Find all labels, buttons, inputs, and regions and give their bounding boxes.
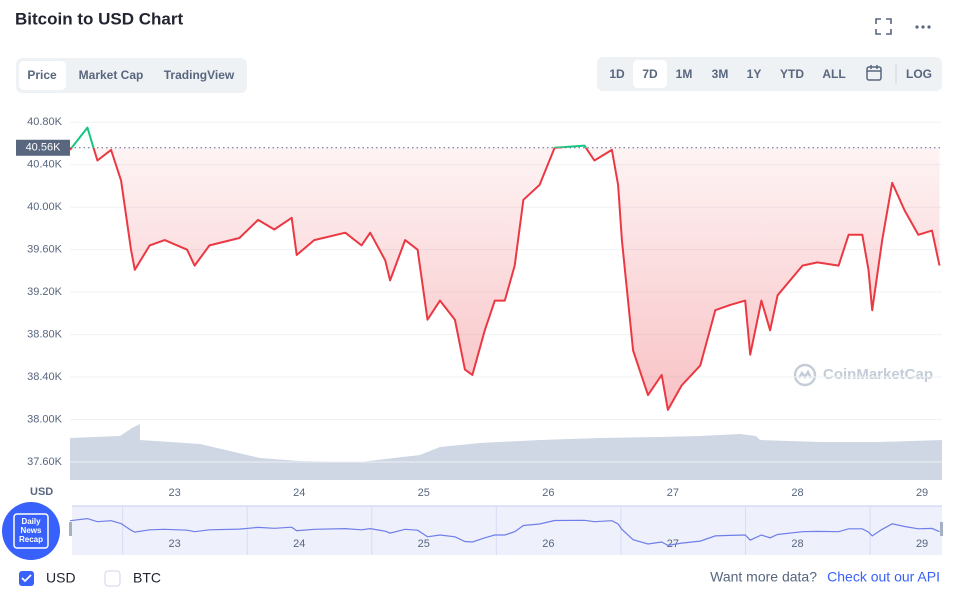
y-tick-label: 38.80K (27, 328, 63, 340)
y-tick-label: 38.00K (27, 413, 63, 425)
navigator-label: 27 (667, 538, 679, 550)
y-unit: USD (30, 486, 53, 498)
tab-group (16, 58, 247, 93)
current-price-label: 40.56K (26, 142, 62, 154)
navigator-label: 26 (542, 538, 554, 550)
badge-frame (13, 513, 49, 549)
y-tick-label: 40.80K (27, 116, 63, 128)
option-label: BTC (133, 570, 161, 586)
tab-selected (19, 61, 66, 90)
badge-text: Daily (21, 517, 41, 526)
area (70, 147, 940, 410)
tab[interactable]: Market Cap (79, 68, 144, 82)
navigator-label: 25 (418, 538, 430, 550)
range-button[interactable]: 1M (676, 67, 693, 81)
navigator-label: 29 (916, 538, 928, 550)
navigator-label: 28 (791, 538, 803, 550)
y-tick-label: 38.40K (27, 371, 63, 383)
x-tick-label: 24 (293, 487, 305, 499)
y-tick-label: 39.20K (27, 286, 63, 298)
watermark-logo (793, 363, 817, 387)
range-button[interactable]: 7D (642, 67, 658, 81)
range-button[interactable]: 1Y (747, 67, 762, 81)
range-button[interactable]: LOG (906, 67, 932, 81)
navigator[interactable] (72, 506, 942, 555)
fullscreen-icon[interactable] (875, 18, 892, 35)
chart-title: Bitcoin to USD Chart (15, 9, 183, 28)
watermark: CoinMarketCap (823, 366, 933, 383)
option-label: USD (46, 570, 76, 586)
y-tick-label: 40.00K (27, 201, 63, 213)
badge-text: News (21, 526, 42, 535)
y-tick-label: 39.60K (27, 244, 63, 256)
check-icon (21, 574, 32, 583)
range-button[interactable]: 3M (712, 67, 729, 81)
calendar-icon[interactable] (866, 65, 882, 81)
navigator-handle[interactable] (940, 522, 943, 536)
navigator-label: 24 (293, 538, 305, 550)
x-tick-label: 28 (791, 487, 803, 499)
more-icon[interactable] (915, 25, 931, 29)
range-button[interactable]: 1D (609, 67, 625, 81)
price-line (69, 147, 941, 411)
news-badge[interactable] (2, 502, 60, 560)
range-group (597, 57, 942, 91)
x-tick-label: 25 (418, 487, 430, 499)
prompt: Want more data? (710, 569, 817, 585)
tab[interactable]: Price (27, 68, 57, 82)
range-button[interactable]: YTD (780, 67, 804, 81)
navigator-line (69, 517, 940, 547)
x-tick-label: 23 (169, 487, 181, 499)
x-tick-label: 29 (916, 487, 928, 499)
checkbox[interactable] (104, 570, 121, 587)
badge-text: Recap (19, 535, 43, 544)
x-tick-label: 26 (542, 487, 554, 499)
y-tick-label: 40.40K (27, 159, 63, 171)
tab[interactable]: TradingView (164, 68, 235, 82)
navigator-handle[interactable] (69, 522, 72, 536)
volume-area (70, 424, 942, 480)
api-link[interactable]: Check out our API (827, 569, 940, 585)
range-selected (633, 60, 667, 88)
y-tick-label: 37.60K (27, 456, 63, 468)
range-button[interactable]: ALL (822, 67, 845, 81)
x-tick-label: 27 (667, 487, 679, 499)
current-price-box (16, 139, 70, 156)
navigator-label: 23 (169, 538, 181, 550)
